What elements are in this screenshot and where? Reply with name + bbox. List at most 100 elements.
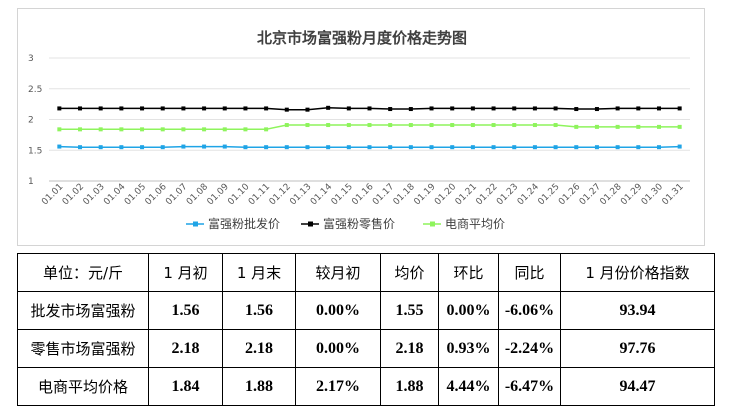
data-point — [470, 145, 475, 150]
data-point — [574, 124, 579, 129]
data-point — [553, 123, 558, 128]
data-point — [284, 145, 289, 150]
row-name-cell: 电商平均价格 — [17, 367, 149, 406]
data-point — [656, 145, 661, 150]
data-point — [470, 106, 475, 111]
data-point — [408, 107, 413, 112]
x-tick-label: 01.20 — [433, 182, 458, 207]
price-trend-chart: 北京市场富强粉月度价格走势图 1 1.5 2 2.5 3 01.0101.0201.03… — [28, 29, 690, 231]
data-point — [636, 145, 641, 150]
table-value-cell: 1.84 — [148, 367, 223, 406]
legend-label: 富强粉批发价 — [208, 216, 280, 231]
x-tick-label: 01.27 — [578, 182, 603, 207]
data-point — [532, 106, 537, 111]
table-row: 零售市场富强粉 2.18 2.18 0.00% 2.18 0.93% -2.24% 97.76 — [17, 329, 715, 368]
table-value-cell: 2.18 — [222, 329, 296, 368]
table-value-cell: 2.18 — [148, 329, 223, 368]
data-point — [450, 106, 455, 111]
table-value-cell: 93.94 — [560, 291, 715, 330]
table-value-cell: 2.17% — [295, 367, 381, 406]
data-point — [408, 145, 413, 150]
x-tick-label: 01.18 — [392, 182, 417, 207]
table-value-cell: 94.47 — [560, 367, 715, 406]
data-point — [202, 106, 207, 111]
x-tick-label: 01.31 — [660, 182, 685, 207]
data-point — [222, 127, 227, 132]
x-tick-label: 01.10 — [226, 182, 251, 207]
table-value-cell: 0.00% — [295, 291, 381, 330]
x-tick-label: 01.06 — [144, 182, 169, 207]
y-axis-ticks: 1 1.5 2 2.5 3 — [28, 54, 42, 187]
data-point — [532, 145, 537, 150]
x-tick-label: 01.23 — [495, 182, 520, 207]
x-tick-label: 01.12 — [268, 182, 293, 207]
data-point — [491, 106, 496, 111]
data-point — [677, 106, 682, 111]
data-point — [305, 123, 310, 128]
data-point — [160, 127, 165, 132]
data-point — [243, 106, 248, 111]
table-header-row: 单位：元/斤 1 月初 1 月末 较月初 均价 环比 同比 1 月份价格指数 — [17, 253, 715, 292]
x-tick-label: 01.19 — [412, 182, 437, 207]
data-point — [532, 123, 537, 128]
legend-label: 电商平均价 — [445, 216, 505, 231]
data-point — [264, 145, 269, 150]
x-tick-label: 01.30 — [640, 182, 665, 207]
y-tick-label: 1 — [28, 177, 34, 187]
data-point — [222, 106, 227, 111]
row-name-cell: 批发市场富强粉 — [17, 291, 149, 330]
x-tick-label: 01.07 — [164, 182, 189, 207]
data-point — [615, 145, 620, 150]
data-point — [98, 127, 103, 132]
data-point — [615, 106, 620, 111]
data-point — [78, 106, 83, 111]
data-point — [160, 145, 165, 150]
x-tick-label: 01.01 — [40, 182, 65, 207]
data-point — [574, 145, 579, 150]
data-point — [264, 127, 269, 132]
x-tick-label: 01.17 — [371, 182, 396, 207]
table-header-cell: 1 月初 — [148, 253, 223, 292]
data-point — [615, 124, 620, 129]
data-point — [78, 127, 83, 132]
x-tick-label: 01.24 — [516, 182, 541, 207]
data-point — [305, 107, 310, 112]
legend-label: 富强粉零售价 — [323, 216, 395, 231]
x-axis-ticks: 01.0101.0201.0301.0401.0501.0601.0701.08… — [40, 182, 686, 207]
legend-swatch-marker — [193, 221, 198, 227]
x-tick-label: 01.16 — [350, 182, 375, 207]
x-tick-label: 01.09 — [206, 182, 231, 207]
price-table: 单位：元/斤 1 月初 1 月末 较月初 均价 环比 同比 1 月份价格指数 批发市场富强粉 1.… — [17, 253, 715, 406]
y-tick-label: 2.5 — [28, 85, 42, 95]
data-point — [57, 144, 62, 149]
data-point — [512, 106, 517, 111]
data-point — [512, 123, 517, 128]
table-header-cell: 1 月末 — [222, 253, 296, 292]
table-value-cell: 1.55 — [380, 291, 439, 330]
table-value-cell: 2.18 — [380, 329, 439, 368]
data-point — [594, 145, 599, 150]
table-value-cell: 0.93% — [438, 329, 499, 368]
data-point — [346, 145, 351, 150]
x-tick-label: 01.15 — [330, 182, 355, 207]
data-point — [119, 127, 124, 132]
data-point — [491, 145, 496, 150]
data-point — [202, 127, 207, 132]
data-point — [243, 145, 248, 150]
data-point — [429, 145, 434, 150]
series-lines — [57, 105, 682, 150]
data-point — [491, 123, 496, 128]
data-point — [326, 145, 331, 150]
data-point — [181, 144, 186, 149]
data-point — [284, 123, 289, 128]
data-point — [677, 144, 682, 149]
data-point — [470, 123, 475, 128]
data-point — [367, 123, 372, 128]
gridlines — [49, 57, 690, 182]
data-point — [346, 106, 351, 111]
x-tick-label: 01.22 — [474, 182, 499, 207]
table-header-cell: 环比 — [438, 253, 499, 292]
data-point — [222, 144, 227, 149]
table-value-cell: 4.44% — [438, 367, 499, 406]
table-value-cell: -2.24% — [498, 329, 561, 368]
